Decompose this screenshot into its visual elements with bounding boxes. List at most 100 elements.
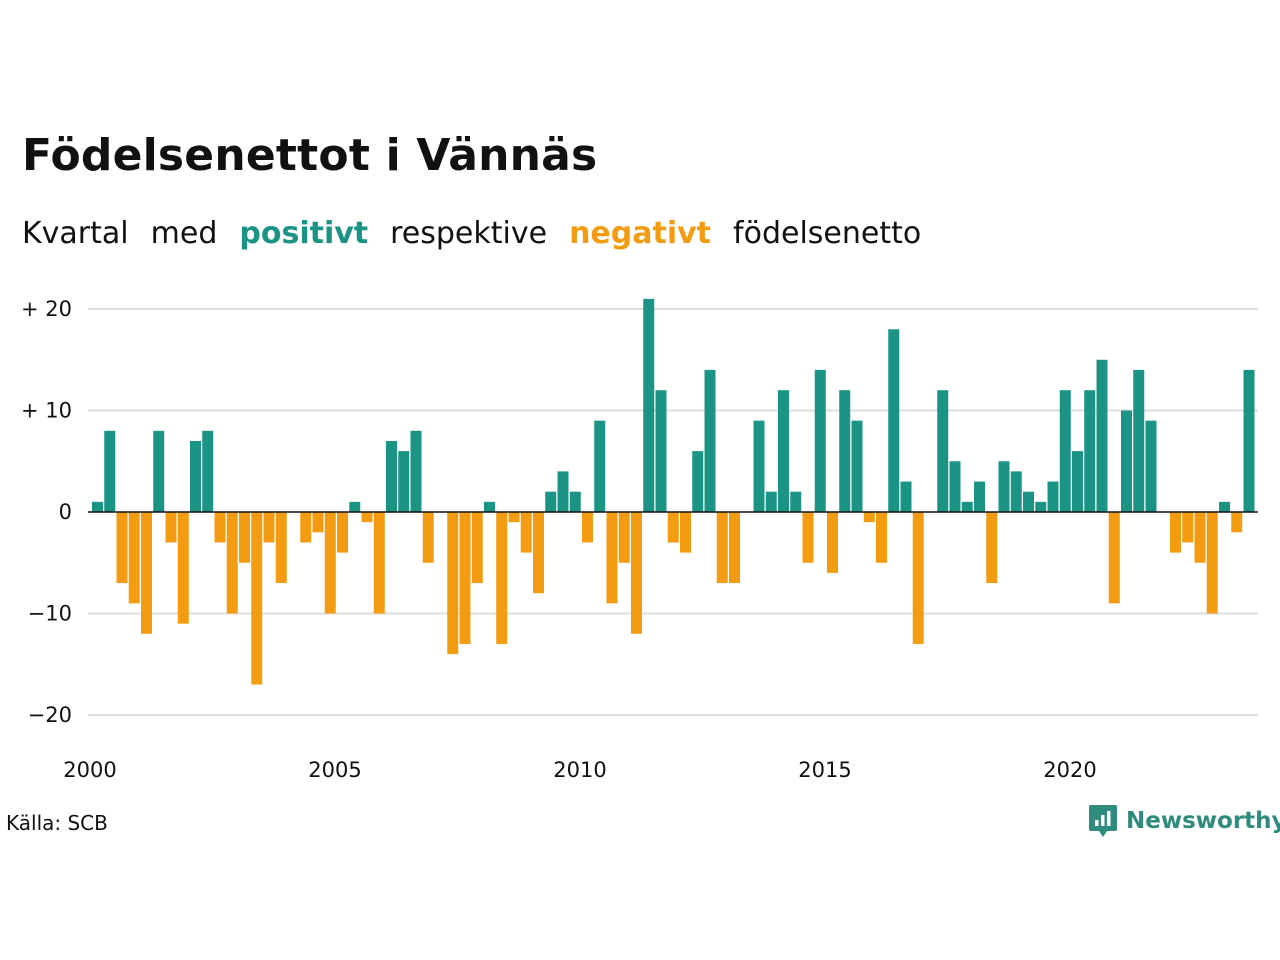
bar-positive xyxy=(778,390,789,512)
x-tick-label: 2020 xyxy=(1043,758,1096,782)
x-axis-labels: 2000 2005 2010 2015 2020 xyxy=(63,758,1096,782)
bar-positive xyxy=(484,501,495,512)
bar-positive xyxy=(1047,481,1059,512)
bar-positive xyxy=(839,390,851,512)
subtitle-word-med: med xyxy=(150,216,218,251)
bar-positive xyxy=(1010,471,1022,512)
bar-negative xyxy=(177,512,189,624)
bar-positive xyxy=(900,481,912,512)
bar-negative xyxy=(716,512,728,584)
bar-positive xyxy=(643,298,655,512)
newsworthy-logo-icon xyxy=(1089,805,1117,837)
bar-negative xyxy=(520,512,532,553)
y-tick-label: + 10 xyxy=(21,399,72,423)
bar-positive xyxy=(998,461,1010,512)
bar-positive xyxy=(790,491,802,512)
bar-negative xyxy=(263,512,275,543)
bars xyxy=(92,298,1255,685)
bar-positive xyxy=(704,369,716,512)
bar-positive xyxy=(1059,390,1071,512)
bar-negative xyxy=(508,512,520,523)
bar-negative xyxy=(128,512,140,604)
bar-negative xyxy=(116,512,128,584)
bar-positive xyxy=(594,420,606,512)
bar-positive xyxy=(1096,359,1108,512)
bar-positive xyxy=(104,430,116,512)
subtitle-word-respektive: respektive xyxy=(390,216,548,251)
bar-positive xyxy=(1121,410,1132,512)
bar-negative xyxy=(631,512,642,634)
bar-positive xyxy=(851,420,863,512)
bar-negative xyxy=(324,512,336,614)
chart-title: Födelsenettot i Vännäs xyxy=(22,130,598,181)
bar-negative xyxy=(1194,512,1206,563)
bar-negative xyxy=(361,512,373,523)
x-tick-label: 2000 xyxy=(63,758,116,782)
bar-negative xyxy=(226,512,238,614)
bar-positive xyxy=(386,440,397,512)
y-tick-label: + 20 xyxy=(21,297,72,321)
bar-negative xyxy=(275,512,287,584)
bar-positive xyxy=(569,491,581,512)
bar-positive xyxy=(1133,369,1145,512)
bar-negative xyxy=(876,512,887,563)
y-axis-labels: + 20 + 10 0 −10 −20 xyxy=(21,297,72,727)
bar-negative xyxy=(863,512,875,523)
bar-negative xyxy=(618,512,630,563)
subtitle-positive-label: positivt xyxy=(239,216,369,251)
bar-negative xyxy=(373,512,385,614)
bar-negative xyxy=(422,512,434,563)
bar-negative xyxy=(141,512,152,634)
bar-negative xyxy=(1182,512,1194,543)
bar-negative xyxy=(606,512,618,604)
bar-positive xyxy=(753,420,765,512)
bar-positive xyxy=(190,440,201,512)
bar-negative xyxy=(1108,512,1120,604)
x-tick-label: 2015 xyxy=(798,758,851,782)
bar-negative xyxy=(447,512,459,655)
bar-positive xyxy=(557,471,569,512)
bar-negative xyxy=(251,512,263,685)
bar-positive xyxy=(92,501,103,512)
bar-positive xyxy=(202,430,214,512)
bar-negative xyxy=(471,512,483,584)
bar-negative xyxy=(1206,512,1218,614)
bar-positive xyxy=(1084,390,1096,512)
bar-negative xyxy=(239,512,250,563)
bar-negative xyxy=(337,512,348,553)
bar-positive xyxy=(814,369,826,512)
bar-negative xyxy=(680,512,691,553)
bar-positive xyxy=(937,390,949,512)
bar-negative xyxy=(802,512,814,563)
subtitle-word-fodelsenetto: födelsenetto xyxy=(733,216,922,251)
x-tick-label: 2010 xyxy=(553,758,606,782)
bar-positive xyxy=(765,491,777,512)
bar-positive xyxy=(410,430,422,512)
bar-negative xyxy=(1231,512,1243,533)
bar-negative xyxy=(582,512,593,543)
bar-negative xyxy=(827,512,838,573)
brand-logo: Newsworthy xyxy=(1088,803,1280,839)
bar-negative xyxy=(496,512,508,644)
bar-positive xyxy=(1035,501,1047,512)
bar-positive xyxy=(949,461,961,512)
subtitle-negative-label: negativt xyxy=(569,216,712,251)
bar-positive xyxy=(1219,501,1230,512)
bar-negative xyxy=(459,512,471,644)
bar-positive xyxy=(1072,451,1083,512)
bar-positive xyxy=(545,491,557,512)
bar-negative xyxy=(533,512,544,594)
bar-negative xyxy=(912,512,924,644)
bar-positive xyxy=(1023,491,1034,512)
bar-negative xyxy=(667,512,679,543)
bar-positive xyxy=(655,390,667,512)
bar-positive xyxy=(692,451,704,512)
source-label: Källa: SCB xyxy=(6,811,108,835)
bar-negative xyxy=(312,512,324,533)
bar-positive xyxy=(1243,369,1255,512)
y-tick-label: −10 xyxy=(28,602,72,626)
bar-positive xyxy=(974,481,985,512)
bar-negative xyxy=(165,512,177,543)
bar-negative xyxy=(729,512,740,584)
